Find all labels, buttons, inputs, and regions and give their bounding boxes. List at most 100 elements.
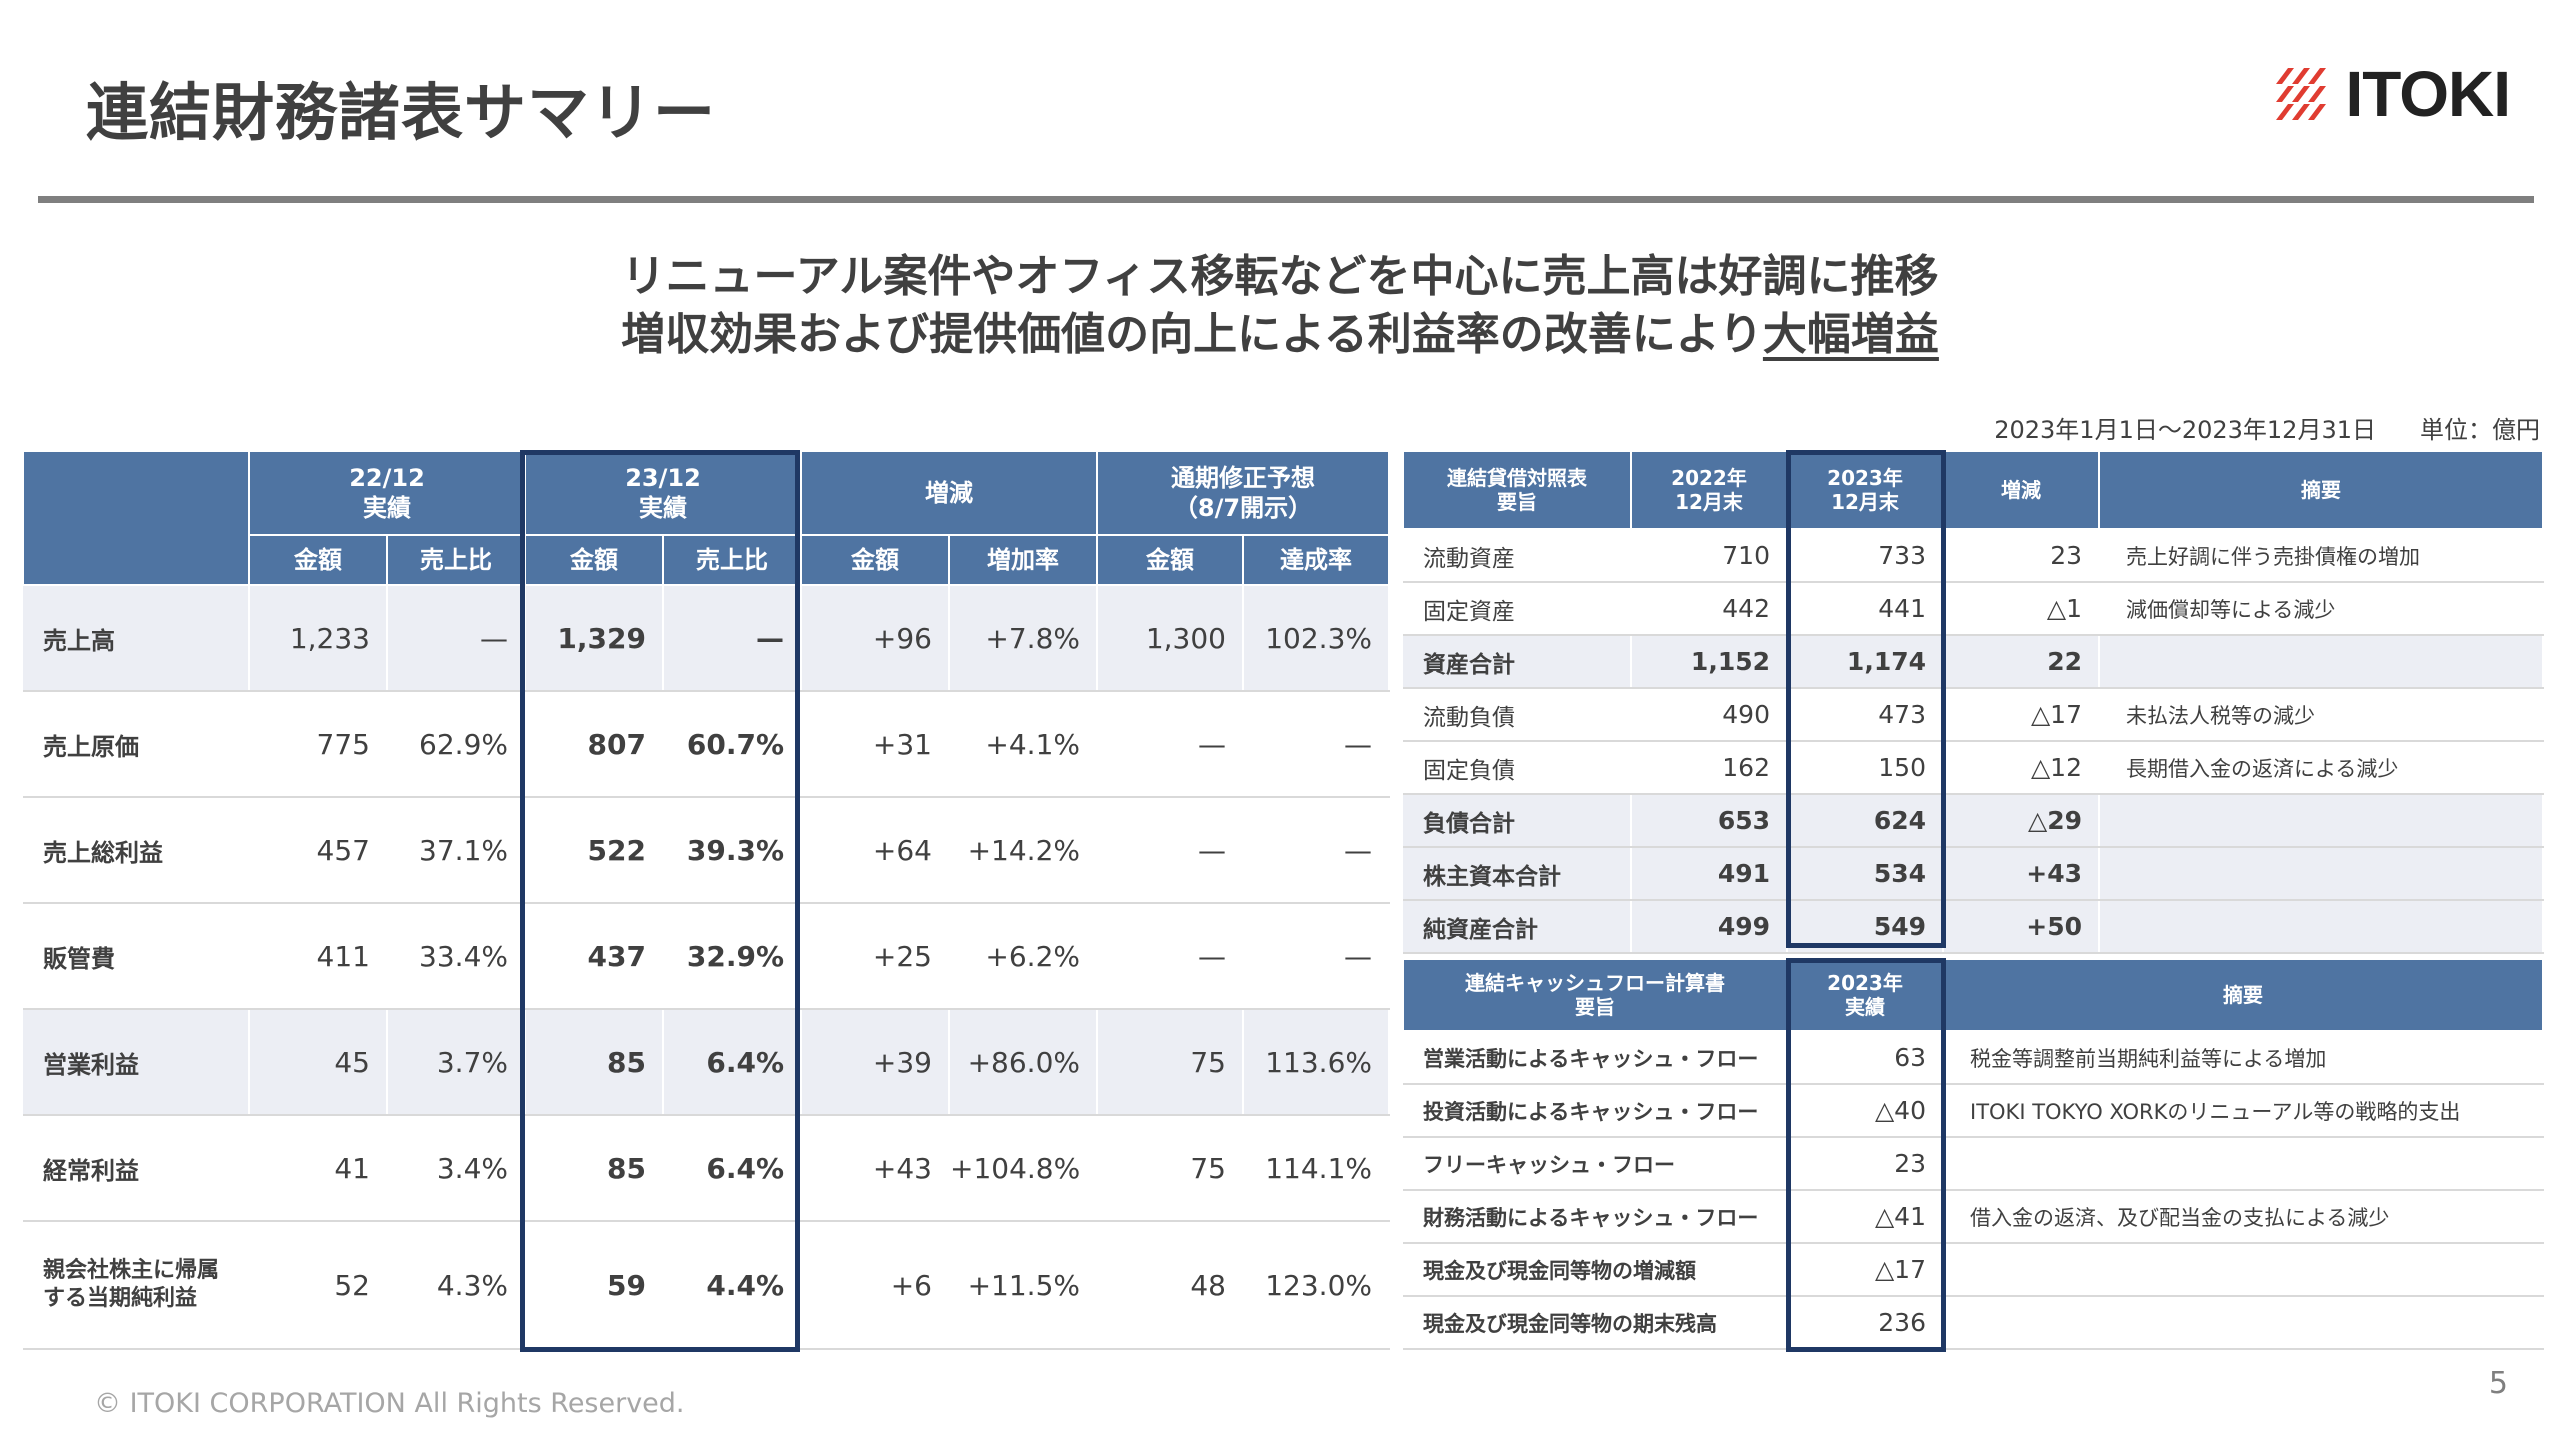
cell: 60.7% (663, 691, 802, 798)
pl-subheader-achieve: 達成率 (1242, 534, 1390, 586)
cell: 59 (525, 1221, 664, 1350)
table-row: 営業活動によるキャッシュ・フロー 63 税金等調整前当期純利益等による増加 (1403, 1031, 2544, 1085)
cell-note: 税金等調整前当期純利益等による増加 (1943, 1031, 2544, 1085)
income-statement-table: 22/12 実績 23/12 実績 増減 通期修正予想 （8/7開示） 金額 売上比 … (22, 450, 1390, 1350)
cell: 32.9% (663, 903, 802, 1010)
cell-note (2099, 635, 2544, 689)
cell: 442 (1631, 582, 1788, 636)
cell: 102.3% (1243, 585, 1390, 692)
cell: +31 (801, 691, 950, 798)
cell: +43 (801, 1115, 950, 1222)
cell: 85 (525, 1009, 664, 1116)
row-label: 流動負債 (1403, 688, 1632, 742)
cell: — (1097, 903, 1244, 1010)
bs-header-2022: 2022年 12月末 (1630, 450, 1788, 530)
headline-line-2-prefix: 増収効果および提供価値の向上による利益率の改善により (621, 309, 1763, 360)
cell: 114.1% (1243, 1115, 1390, 1222)
table-row: 親会社株主に帰属 する当期純利益 52 4.3% 59 4.4% +6 +11.5… (23, 1221, 1390, 1350)
copyright-footer: © ITOKI CORPORATION All Rights Reserved. (94, 1388, 685, 1419)
balance-sheet-table: 連結貸借対照表 要旨 2022年 12月末 2023年 12月末 増減 摘要 流動資産… (1402, 450, 2544, 954)
table-row: 販管費 411 33.4% 437 32.9% +25 +6.2% — — (23, 903, 1390, 1010)
pl-subheader-ratio: 売上比 (662, 534, 802, 586)
cell: +25 (801, 903, 950, 1010)
cell: 23 (1943, 529, 2100, 583)
cell: 522 (525, 797, 664, 904)
row-label: 売上総利益 (23, 797, 250, 904)
bs-header-note: 摘要 (2098, 450, 2544, 530)
table-row: 営業利益 45 3.7% 85 6.4% +39 +86.0% 75 113.6… (23, 1009, 1390, 1116)
table-row: 資産合計 1,152 1,174 22 (1403, 635, 2544, 689)
cell: 39.3% (663, 797, 802, 904)
cell-note: 借入金の返済、及び配当金の支払による減少 (1943, 1190, 2544, 1244)
cell: +43 (1943, 847, 2100, 901)
pl-subheader-ratio: 売上比 (386, 534, 526, 586)
cell: 549 (1787, 900, 1944, 954)
cell: △17 (1943, 688, 2100, 742)
period-info: 2023年1月1日～2023年12月31日 単位：億円 (1994, 410, 2540, 445)
row-label: 純資産合計 (1403, 900, 1632, 954)
cell: — (1097, 797, 1244, 904)
cell: 63 (1787, 1031, 1944, 1085)
row-label: 販管費 (23, 903, 250, 1010)
table-row: 負債合計 653 624 △29 (1403, 794, 2544, 848)
table-row: 財務活動によるキャッシュ・フロー △41 借入金の返済、及び配当金の支払による減… (1403, 1190, 2544, 1244)
cell: 6.4% (663, 1009, 802, 1116)
cell: +50 (1943, 900, 2100, 954)
table-row: 現金及び現金同等物の期末残高 236 (1403, 1296, 2544, 1350)
cell: +14.2% (949, 797, 1098, 904)
cell: 710 (1631, 529, 1788, 583)
table-row: 流動負債 490 473 △17 未払法人税等の減少 (1403, 688, 2544, 742)
row-label: 現金及び現金同等物の期末残高 (1403, 1296, 1788, 1350)
pl-subheader-amount: 金額 (800, 534, 950, 586)
table-row: 株主資本合計 491 534 +43 (1403, 847, 2544, 901)
cell: +64 (801, 797, 950, 904)
table-row: 純資産合計 499 549 +50 (1403, 900, 2544, 954)
cell: 1,329 (525, 585, 664, 692)
cell-note (1943, 1243, 2544, 1297)
row-label: 売上高 (23, 585, 250, 692)
headline: リニューアル案件やオフィス移転などを中心に売上高は好調に推移 増収効果および提供… (0, 248, 2560, 364)
cell: △29 (1943, 794, 2100, 848)
cell: 236 (1787, 1296, 1944, 1350)
pl-header-change: 増減 (800, 450, 1098, 536)
cell: 52 (249, 1221, 388, 1350)
cell: 437 (525, 903, 664, 1010)
cell: 807 (525, 691, 664, 798)
cell: 653 (1631, 794, 1788, 848)
table-row: 経常利益 41 3.4% 85 6.4% +43 +104.8% 75 114.… (23, 1115, 1390, 1222)
cell: 1,174 (1787, 635, 1944, 689)
cell: 37.1% (387, 797, 526, 904)
cell: +96 (801, 585, 950, 692)
cell: +11.5% (949, 1221, 1098, 1350)
cell: 123.0% (1243, 1221, 1390, 1350)
cell-note (1943, 1296, 2544, 1350)
headline-line-1: リニューアル案件やオフィス移転などを中心に売上高は好調に推移 (621, 251, 1939, 302)
cell: 534 (1787, 847, 1944, 901)
cf-header-title: 連結キャッシュフロー計算書 要旨 (1402, 958, 1788, 1032)
cell-note: 売上好調に伴う売掛債権の増加 (2099, 529, 2544, 583)
cell: — (663, 585, 802, 692)
cell-note: ITOKI TOKYO XORKのリニューアル等の戦略的支出 (1943, 1084, 2544, 1138)
cell: +7.8% (949, 585, 1098, 692)
row-label: 営業活動によるキャッシュ・フロー (1403, 1031, 1788, 1085)
pl-subheader-rate: 増加率 (948, 534, 1098, 586)
cell-note (2099, 900, 2544, 954)
cell: +6.2% (949, 903, 1098, 1010)
cell: 3.7% (387, 1009, 526, 1116)
row-label: 固定資産 (1403, 582, 1632, 636)
cell: 45 (249, 1009, 388, 1116)
headline-emphasis: 大幅増益 (1762, 309, 1939, 360)
pl-header-forecast: 通期修正予想 （8/7開示） (1096, 450, 1390, 536)
cell: 499 (1631, 900, 1788, 954)
cell-note: 未払法人税等の減少 (2099, 688, 2544, 742)
cell: 6.4% (663, 1115, 802, 1222)
cell: +39 (801, 1009, 950, 1116)
cell: — (1097, 691, 1244, 798)
row-label: 負債合計 (1403, 794, 1632, 848)
table-row: フリーキャッシュ・フロー 23 (1403, 1137, 2544, 1191)
period-range: 2023年1月1日～2023年12月31日 (1994, 416, 2376, 444)
unit-label: 単位：億円 (2420, 416, 2540, 444)
table-row: 流動資産 710 733 23 売上好調に伴う売掛債権の増加 (1403, 529, 2544, 583)
cell-note (1943, 1137, 2544, 1191)
pl-subheader-amount: 金額 (1096, 534, 1244, 586)
